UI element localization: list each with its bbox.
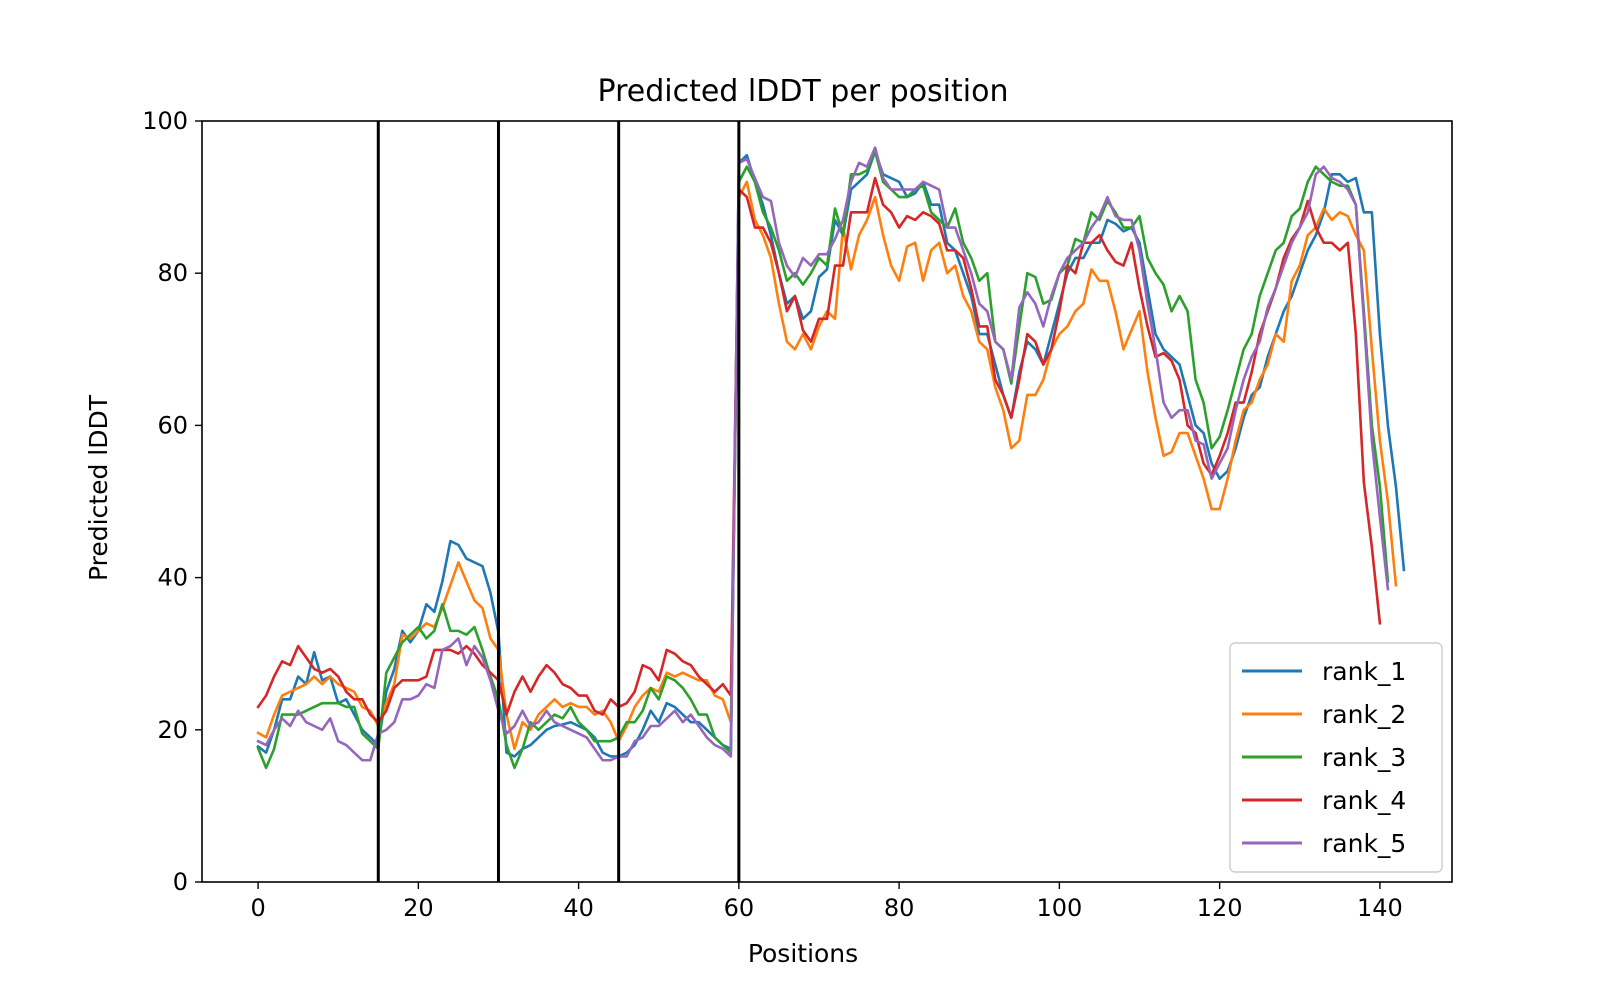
series-line-rank_5 <box>256 146 1390 762</box>
x-tick-label: 120 <box>1197 894 1243 922</box>
y-tick-label: 80 <box>157 259 188 287</box>
legend-label: rank_3 <box>1322 743 1406 772</box>
x-tick-label: 40 <box>563 894 594 922</box>
x-axis-label: Positions <box>748 939 858 968</box>
y-axis-label: Predicted lDDT <box>84 394 113 581</box>
legend-label: rank_1 <box>1322 657 1406 686</box>
segment-boundaries <box>376 121 741 882</box>
chart-title: Predicted lDDT per position <box>598 74 1009 109</box>
x-tick-label: 80 <box>884 894 915 922</box>
legend-box <box>1229 642 1443 873</box>
y-tick-label: 100 <box>142 107 188 135</box>
y-tick-label: 40 <box>157 564 188 592</box>
legend-label: rank_4 <box>1322 786 1406 815</box>
legend-label: rank_5 <box>1322 829 1406 858</box>
x-tick-label: 20 <box>403 894 434 922</box>
plot-frame <box>201 120 1453 883</box>
legend-label: rank_2 <box>1322 700 1406 729</box>
legend: rank_1 rank_2 rank_3 rank_4 rank_5 <box>1229 642 1443 873</box>
x-tick-label: 0 <box>250 894 265 922</box>
y-tick-label: 0 <box>173 868 188 896</box>
series-lines <box>256 146 1406 770</box>
x-tick-label: 140 <box>1357 894 1403 922</box>
y-axis-ticks: 0 20 40 60 80 100 <box>142 107 202 896</box>
x-axis-ticks: 0 20 40 60 80 100 120 140 <box>250 882 1403 922</box>
y-tick-label: 20 <box>157 716 188 744</box>
y-tick-label: 60 <box>157 411 188 439</box>
series-line-rank_3 <box>256 150 1390 770</box>
x-tick-label: 60 <box>724 894 755 922</box>
x-tick-label: 100 <box>1036 894 1082 922</box>
